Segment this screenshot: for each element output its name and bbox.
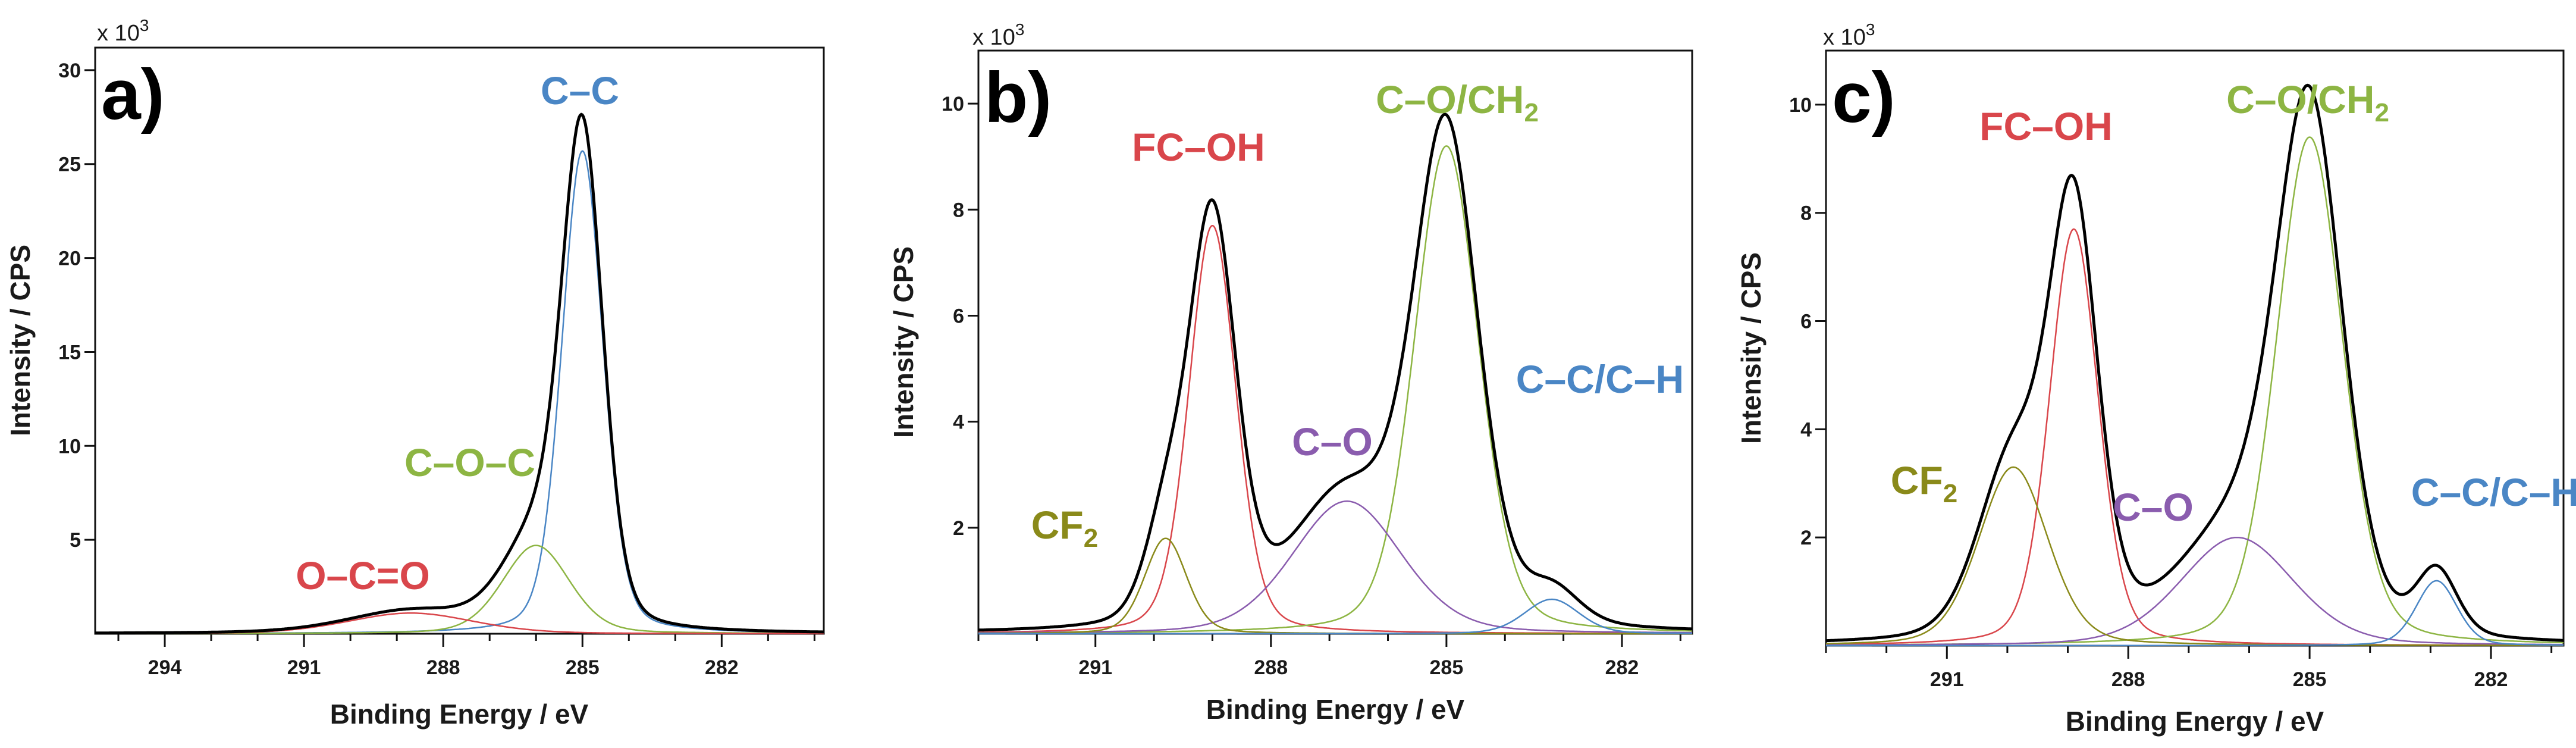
peak-label: C–O/CH2 — [2226, 77, 2389, 127]
y-axis-label: Intensity / CPS — [1736, 252, 1767, 444]
x-axis-label: Binding Energy / eV — [2066, 706, 2324, 737]
x-tick-label: 285 — [566, 656, 600, 679]
component-curve-CF2 — [1826, 466, 2564, 646]
y-tick-label: 6 — [1800, 311, 1812, 333]
x-axis-label: Binding Energy / eV — [330, 699, 589, 730]
envelope-curve — [978, 112, 1693, 632]
x-tick-label: 282 — [705, 656, 739, 679]
component-curve-C–O — [1826, 536, 2564, 646]
component-curve-C–C/C–H — [1826, 580, 2564, 647]
panel-label: c) — [1832, 58, 1896, 137]
y-tick-label: 4 — [1800, 418, 1812, 441]
x-tick-label: 294 — [148, 656, 182, 679]
x-tick-label: 291 — [287, 656, 321, 679]
panel-a-chart: x 103 a) 282 285 288 291 294 5 10 15 20 25 30 C–C C… — [5, 16, 825, 730]
peak-label: C–C/C–H — [2411, 470, 2576, 514]
y-tick-label: 2 — [1800, 527, 1812, 549]
y-axis-label: Intensity / CPS — [888, 246, 919, 438]
y-tick-label: 6 — [953, 305, 964, 327]
y-multiplier: x 103 — [972, 20, 1024, 50]
plot-frame — [1825, 49, 2565, 647]
y-tick-label: 4 — [953, 411, 964, 434]
y-tick-label: 8 — [1800, 202, 1812, 225]
y-axis-label: Intensity / CPS — [5, 245, 36, 436]
component-curve-C–C/C–H — [978, 598, 1692, 635]
panel-label: a) — [101, 55, 165, 134]
panel-label: b) — [984, 58, 1052, 137]
peak-label: C–O — [1292, 420, 1373, 464]
component-curve-C–O — [978, 500, 1692, 634]
y-tick-label: 10 — [1789, 94, 1812, 117]
peak-label: CF2 — [1891, 458, 1957, 508]
component-curve-C–O–C — [95, 544, 824, 634]
x-tick-label: 288 — [426, 656, 460, 679]
x-tick-label: 285 — [2293, 668, 2327, 691]
peak-label: C–O — [2113, 485, 2194, 529]
peak-label: C–O–C — [404, 440, 535, 484]
y-multiplier: x 103 — [97, 16, 149, 46]
peak-label: FC–OH — [1979, 104, 2113, 148]
peak-label: C–C/C–H — [1516, 357, 1684, 401]
peak-label: CF2 — [1031, 503, 1098, 553]
envelope-curve — [1825, 83, 2564, 643]
y-tick-label: 8 — [953, 199, 964, 221]
y-tick-label: 10 — [942, 93, 964, 115]
y-tick-label: 20 — [58, 248, 81, 270]
peak-label: C–O/CH2 — [1376, 77, 1539, 127]
y-tick-label: 30 — [58, 60, 81, 82]
x-tick-label: 282 — [1605, 656, 1639, 679]
x-tick-label: 291 — [1930, 668, 1964, 691]
panel-b-chart: x 103 b) 282 285 288 291 2 4 6 8 10 FC–OH C–O/CH2… — [888, 20, 1693, 725]
y-tick-label: 10 — [58, 435, 81, 458]
plot-frame — [94, 46, 825, 635]
envelope-curve — [95, 112, 824, 635]
y-tick-label: 2 — [953, 517, 964, 540]
component-curve-FC–OH — [1826, 228, 2564, 646]
x-tick-label: 291 — [1078, 656, 1112, 679]
x-tick-label: 285 — [1430, 656, 1464, 679]
peak-label: FC–OH — [1132, 125, 1265, 169]
peak-label: C–C — [541, 68, 619, 112]
x-tick-label: 282 — [2474, 668, 2508, 691]
y-tick-label: 25 — [58, 154, 81, 176]
x-tick-label: 288 — [1254, 656, 1288, 679]
y-tick-label: 15 — [58, 341, 81, 364]
y-multiplier: x 103 — [1823, 20, 1875, 50]
component-curve-C–O/CH2 — [1826, 136, 2564, 646]
peak-label: O–C=O — [296, 553, 430, 597]
component-curve-C–C — [95, 150, 824, 634]
x-tick-label: 288 — [2111, 668, 2145, 691]
y-tick-label: 5 — [70, 529, 81, 552]
panel-c-chart: x 103 c) 282 285 288 291 2 4 6 8 10 FC–OH C–O/CH2… — [1736, 20, 2576, 737]
x-axis-label: Binding Energy / eV — [1206, 694, 1465, 725]
